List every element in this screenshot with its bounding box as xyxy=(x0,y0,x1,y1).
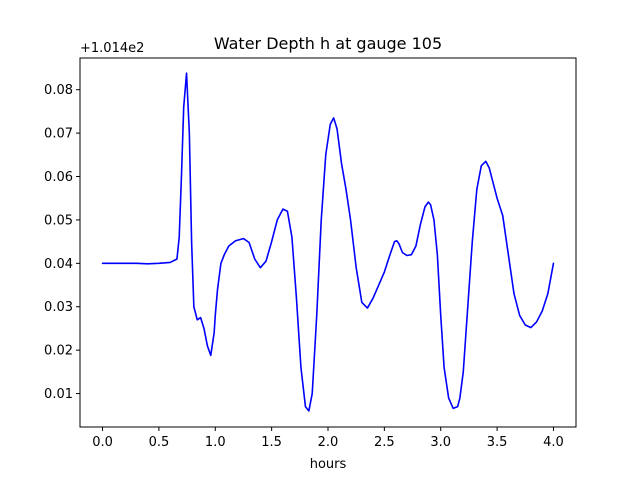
y-tick-label: 0.04 xyxy=(44,257,73,272)
x-tick-label: 2.5 xyxy=(374,435,395,450)
series-line-0 xyxy=(101,72,555,412)
x-tick-label: 4.0 xyxy=(543,435,564,450)
x-tick-label: 1.5 xyxy=(261,435,282,450)
x-tick-label: 0.5 xyxy=(149,435,170,450)
x-tick-label: 3.0 xyxy=(430,435,451,450)
y-tick-label: 0.02 xyxy=(44,344,73,359)
plot-area: 0.0 0.5 1.0 1.5 2.0 2.5 3.0 3.5 4.0 0.01 0.02 0.03 0… xyxy=(44,57,577,450)
y-tick-label: 0.05 xyxy=(44,213,73,228)
y-tick-label: 0.06 xyxy=(44,170,73,185)
y-offset-label: +1.014e2 xyxy=(80,41,144,56)
x-axis-label: hours xyxy=(310,457,347,472)
x-tick-label: 0.0 xyxy=(92,435,113,450)
y-tick-label: 0.08 xyxy=(44,83,73,98)
y-tick-label: 0.01 xyxy=(44,387,73,402)
x-tick-label: 1.0 xyxy=(205,435,226,450)
x-tick-label: 2.0 xyxy=(318,435,339,450)
x-tick-label: 3.5 xyxy=(487,435,508,450)
y-tick-label: 0.07 xyxy=(44,127,73,142)
y-tick-label: 0.03 xyxy=(44,300,73,315)
chart-title: Water Depth h at gauge 105 xyxy=(214,34,442,53)
